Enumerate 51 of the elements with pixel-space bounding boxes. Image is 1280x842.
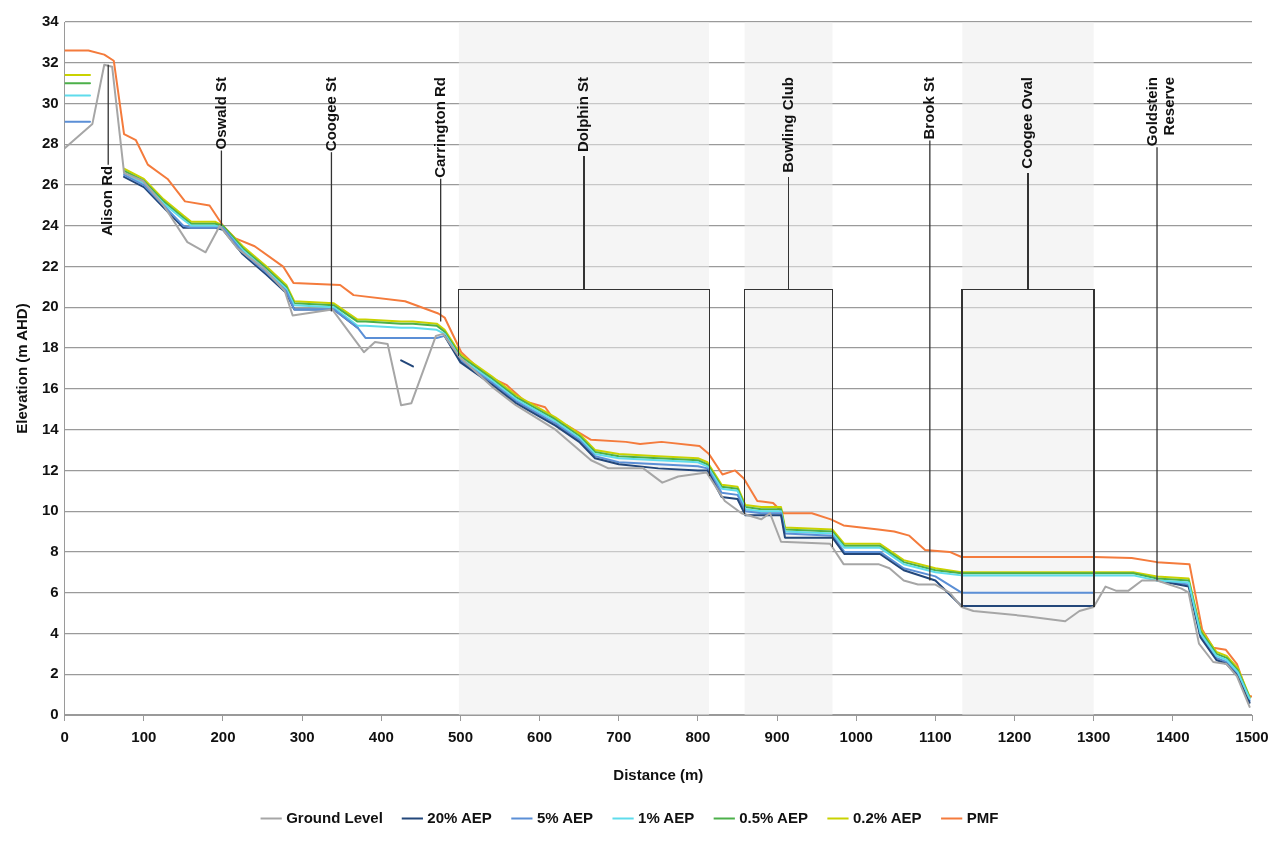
x-tick-label: 1000 — [839, 728, 873, 746]
y-tick-label: 24 — [42, 215, 60, 233]
x-tick-label: 1500 — [1235, 728, 1269, 746]
y-tick-label: 30 — [42, 93, 59, 111]
x-tick-label: 400 — [368, 728, 394, 746]
y-tick-label: 0 — [50, 705, 59, 723]
annotation: Oswald St — [211, 77, 229, 150]
legend-label: 0.2% AEP — [852, 808, 922, 826]
y-tick-label: 20 — [42, 297, 59, 315]
annotation: Carrington Rd — [430, 77, 448, 178]
y-tick-label: 2 — [50, 664, 59, 682]
x-tick-label: 600 — [527, 728, 553, 746]
y-tick-label: 28 — [42, 134, 59, 152]
y-tick-label: 32 — [42, 52, 59, 70]
annotation: Alison Rd — [98, 165, 116, 236]
x-tick-label: 900 — [764, 728, 790, 746]
legend-label: Ground Level — [286, 808, 383, 826]
legend-label: 0.5% AEP — [739, 808, 808, 826]
y-tick-label: 4 — [50, 623, 60, 641]
x-tick-label: 300 — [289, 728, 315, 746]
y-tick-label: 10 — [42, 501, 59, 519]
x-tick-label: 200 — [210, 728, 236, 746]
band-label: Dolphin St — [574, 77, 592, 152]
y-tick-label: 34 — [42, 12, 60, 30]
x-tick-label: 500 — [447, 728, 473, 746]
x-tick-label: 700 — [606, 728, 632, 746]
y-tick-label: 18 — [42, 338, 59, 356]
x-tick-label: 100 — [131, 728, 157, 746]
y-tick-label: 16 — [42, 379, 59, 397]
y-tick-label: 12 — [42, 460, 59, 478]
legend-label: 20% AEP — [427, 808, 492, 826]
y-tick-label: 14 — [42, 419, 60, 437]
annotation: Brook St — [919, 77, 937, 140]
x-tick-label: 800 — [685, 728, 711, 746]
y-tick-label: 8 — [50, 542, 59, 560]
x-tick-label: 1300 — [1077, 728, 1111, 746]
annotation: Goldstein Reserve — [1142, 77, 1177, 147]
y-tick-label: 6 — [50, 582, 59, 600]
x-tick-label: 1400 — [1156, 728, 1190, 746]
legend-label: 5% AEP — [536, 808, 594, 826]
y-tick-label: 26 — [42, 175, 59, 193]
legend-label: PMF — [966, 808, 999, 826]
band-label: Bowling Club — [778, 77, 796, 173]
y-axis-title: Elevation (m AHD) — [13, 303, 31, 434]
y-tick-label: 22 — [42, 256, 59, 274]
annotation: Coogee St — [321, 77, 339, 152]
legend-label: 1% AEP — [638, 808, 695, 826]
x-tick-label: 1100 — [919, 728, 952, 746]
band-label: Coogee Oval — [1018, 77, 1036, 169]
x-tick-label: 1200 — [997, 728, 1032, 746]
x-axis-title: Distance (m) — [613, 766, 704, 784]
